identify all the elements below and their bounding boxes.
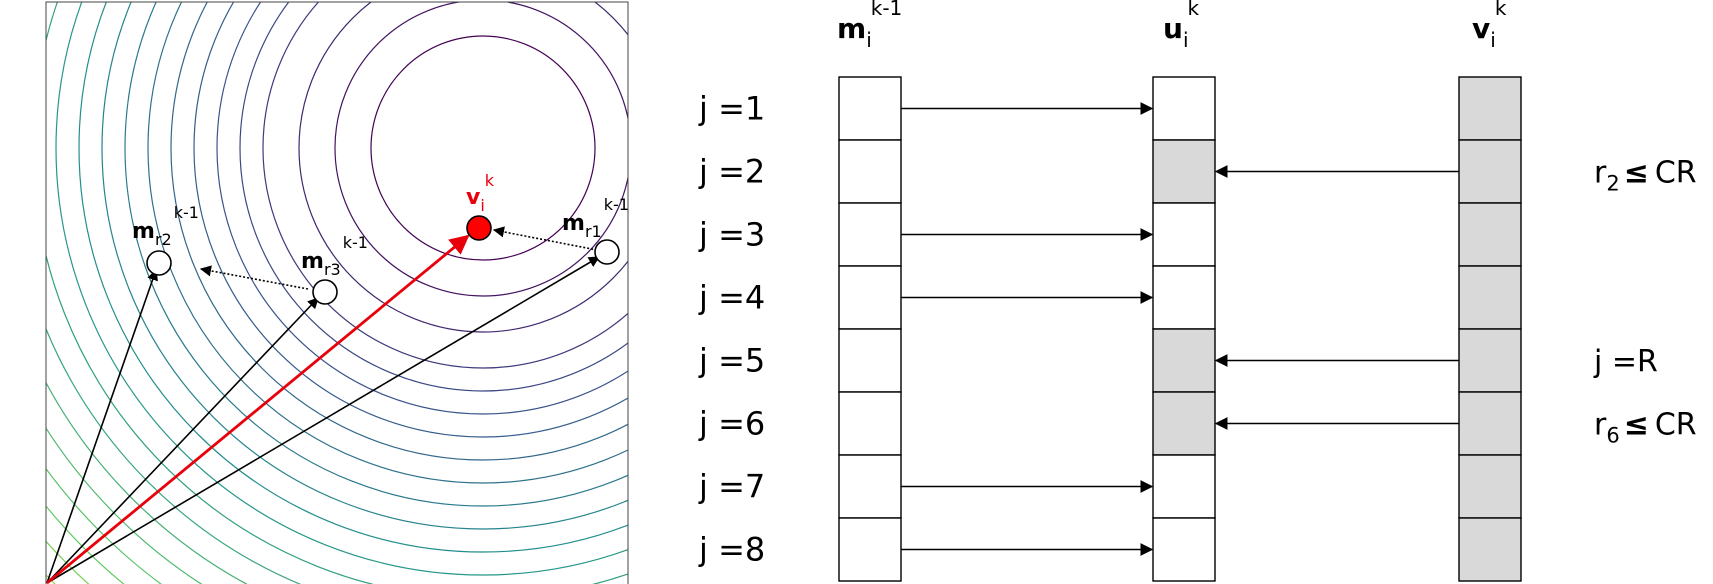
label-v: vik bbox=[466, 171, 495, 215]
cell-u bbox=[1152, 265, 1216, 330]
contour-line bbox=[46, 2, 628, 584]
row-label: j =7 bbox=[698, 468, 765, 506]
row-label: j =3 bbox=[698, 216, 765, 254]
vector-rows: j =1 j =2 r2 ≤ CR j =3 j =4 j =5 j =R j =6 r6 ≤ CR j … bbox=[698, 76, 1697, 582]
cell-v bbox=[1458, 391, 1522, 456]
contour-lines bbox=[0, 0, 1186, 584]
cell-m bbox=[838, 328, 902, 393]
cell-v bbox=[1458, 76, 1522, 141]
contour-line bbox=[0, 0, 1163, 584]
label-r3: mr3k-1 bbox=[301, 233, 368, 279]
row-label: j =5 bbox=[698, 342, 765, 380]
cell-m bbox=[838, 139, 902, 204]
contour-line bbox=[193, 2, 628, 438]
contour-line bbox=[370, 35, 596, 261]
row-condition: j =R bbox=[1593, 345, 1658, 380]
contour-plot: mr2k-1 mr3k-1 mr1k-1 vik bbox=[0, 0, 1186, 584]
row-condition: r2 ≤ CR bbox=[1594, 156, 1697, 196]
contour-line bbox=[216, 2, 628, 415]
cell-m bbox=[838, 391, 902, 456]
vector-to-r3 bbox=[46, 297, 319, 584]
row-label: j =2 bbox=[698, 153, 765, 191]
contour-line bbox=[334, 2, 628, 297]
contour-line bbox=[147, 2, 628, 484]
point-r1 bbox=[594, 239, 620, 265]
cell-u bbox=[1152, 517, 1216, 582]
difference-vector-r3-r2 bbox=[199, 265, 309, 290]
point-v bbox=[466, 215, 492, 241]
label-r2: mr2k-1 bbox=[132, 203, 199, 249]
row-label: j =4 bbox=[698, 279, 765, 317]
point-r2 bbox=[146, 250, 172, 276]
row-condition: r6 ≤ CR bbox=[1594, 408, 1697, 448]
difference-vector-r1-v bbox=[492, 226, 598, 251]
contour-line bbox=[55, 2, 628, 576]
contour-line bbox=[46, 540, 90, 584]
vector-to-r1 bbox=[46, 256, 600, 584]
plot-frame bbox=[45, 1, 629, 584]
contour-line bbox=[46, 573, 57, 584]
contour-line bbox=[101, 2, 628, 530]
contour-line bbox=[78, 2, 628, 553]
point-r3 bbox=[312, 279, 338, 305]
cell-u bbox=[1152, 202, 1216, 267]
vector-to-v bbox=[46, 234, 470, 584]
cell-u bbox=[1152, 328, 1216, 393]
cell-m bbox=[838, 517, 902, 582]
cell-m bbox=[838, 202, 902, 267]
crossover-diagram: mik-1 uik vik j =1j =2 r2 ≤ CRj =3j =4j =5 j… bbox=[698, 0, 1697, 582]
row-label: j =6 bbox=[698, 405, 765, 443]
contour-line bbox=[170, 2, 628, 461]
cell-m bbox=[838, 76, 902, 141]
header-u: uik bbox=[1163, 0, 1200, 52]
cell-u bbox=[1152, 454, 1216, 519]
cell-u bbox=[1152, 139, 1216, 204]
row-label: j =1 bbox=[698, 90, 765, 128]
header-v: vik bbox=[1472, 0, 1507, 52]
cell-v bbox=[1458, 202, 1522, 267]
cell-u bbox=[1152, 76, 1216, 141]
cell-m bbox=[838, 454, 902, 519]
contour-line bbox=[298, 2, 628, 333]
cell-m bbox=[838, 265, 902, 330]
cell-v bbox=[1458, 454, 1522, 519]
cell-v bbox=[1458, 517, 1522, 582]
contour-line bbox=[124, 2, 628, 507]
header-m: mik-1 bbox=[837, 0, 902, 52]
vector-to-r2 bbox=[46, 268, 158, 584]
contour-line bbox=[0, 0, 1140, 584]
contour-line bbox=[46, 381, 249, 584]
cell-v bbox=[1458, 328, 1522, 393]
contour-line bbox=[0, 0, 1186, 584]
contour-line bbox=[239, 2, 628, 392]
contour-line bbox=[262, 2, 628, 369]
cell-v bbox=[1458, 265, 1522, 330]
label-r1: mr1k-1 bbox=[562, 195, 629, 241]
cell-v bbox=[1458, 139, 1522, 204]
contour-line bbox=[0, 0, 1117, 584]
row-label: j =8 bbox=[698, 531, 765, 569]
cell-u bbox=[1152, 391, 1216, 456]
